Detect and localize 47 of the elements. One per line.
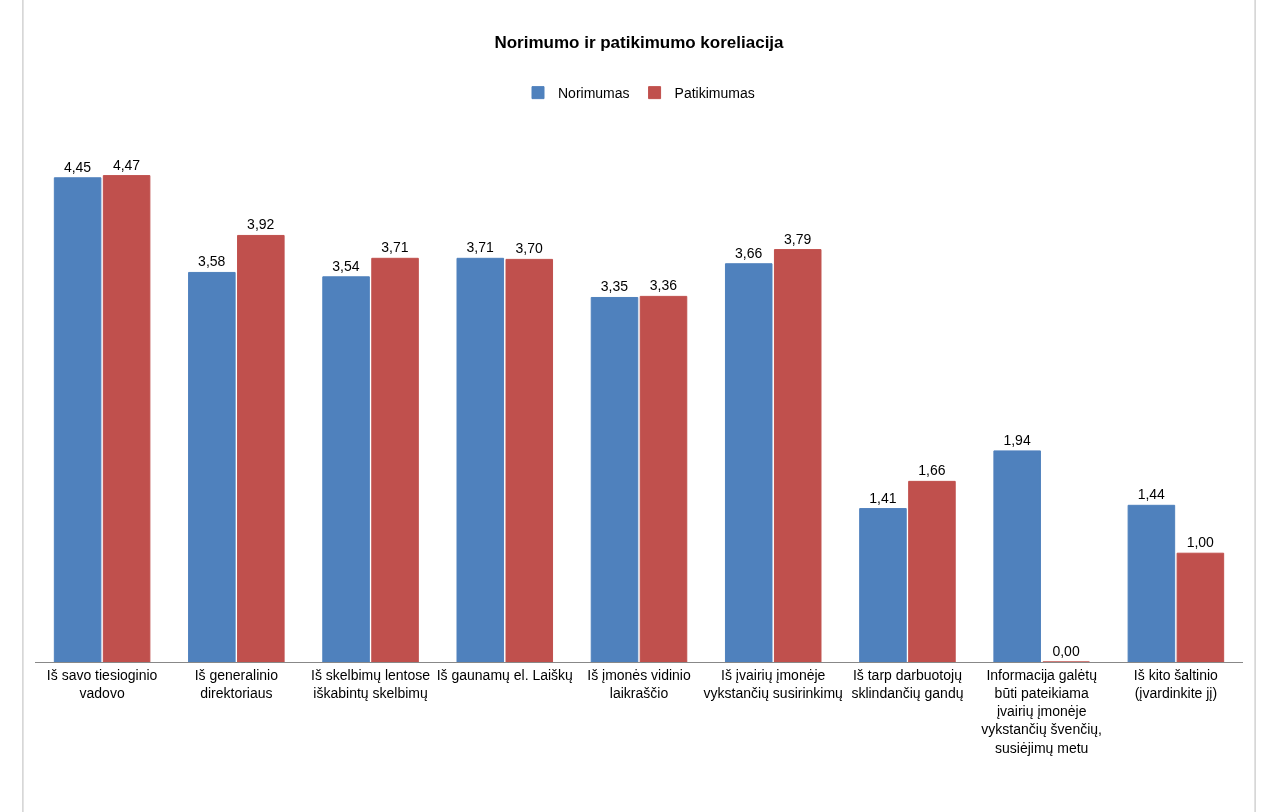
data-label: 4,45	[63, 158, 92, 175]
bar	[773, 249, 822, 662]
x-tick-label: Iš įvairių įmonėje vykstančių susirinkimų	[703, 666, 844, 701]
data-label: 3,58	[198, 253, 226, 270]
bar	[371, 257, 419, 662]
bar	[456, 257, 505, 662]
bar	[590, 296, 639, 662]
data-label: 4,47	[112, 156, 141, 173]
data-label: 3,70	[515, 240, 543, 257]
x-tick-label: Informacija galėtų būti pateikiama įvairių įmonėje vykstančių švenčių, susiėjimų metu	[981, 666, 1102, 756]
legend-label: Norimumas	[558, 85, 630, 102]
x-tick-label: Iš generalinio direktoriaus	[194, 666, 279, 701]
bar	[993, 450, 1041, 662]
data-label: 3,54	[332, 257, 360, 274]
chart-title: Norimumo ir patikimumo koreliacija	[494, 33, 785, 53]
bar	[724, 263, 773, 662]
legend-label: Patikimumas	[674, 85, 755, 102]
data-label: 0,00	[1052, 643, 1080, 659]
x-tick-label: Iš gaunamų el. Laiškų	[436, 666, 574, 683]
x-tick-label: Iš tarp darbuotojų sklindančių gandų	[851, 666, 964, 701]
bar	[322, 276, 370, 662]
data-label: 3,71	[381, 239, 409, 256]
bar	[908, 480, 956, 662]
bar	[237, 234, 285, 662]
x-tick-label: Iš kito šaltinio (įvardinkite jį)	[1133, 666, 1219, 701]
bar	[505, 258, 554, 662]
data-label: 3,92	[247, 216, 275, 233]
bar	[188, 271, 236, 662]
data-label: 3,35	[600, 278, 629, 295]
bar	[1176, 552, 1225, 662]
data-label: 3,66	[735, 244, 763, 261]
data-label: 3,79	[783, 230, 812, 247]
x-tick-label: Iš skelbimų lentose iškabintų skelbimų	[311, 666, 431, 701]
data-label: 1,94	[1003, 431, 1031, 448]
bar	[53, 177, 102, 662]
data-label: 1,44	[1137, 486, 1166, 503]
bar	[1127, 504, 1176, 662]
bar	[102, 175, 151, 662]
x-tick-label: Iš savo tiesioginio vadovo	[46, 666, 158, 701]
data-label: 1,41	[869, 489, 897, 506]
data-label: 3,36	[649, 277, 678, 294]
x-tick-label: Iš įmonės vidinio laikraščio	[587, 666, 691, 701]
data-label: 1,66	[918, 462, 946, 479]
data-label: 3,71	[466, 239, 495, 256]
data-label: 1,00	[1186, 534, 1215, 551]
bar	[859, 508, 907, 662]
bar	[639, 295, 688, 662]
